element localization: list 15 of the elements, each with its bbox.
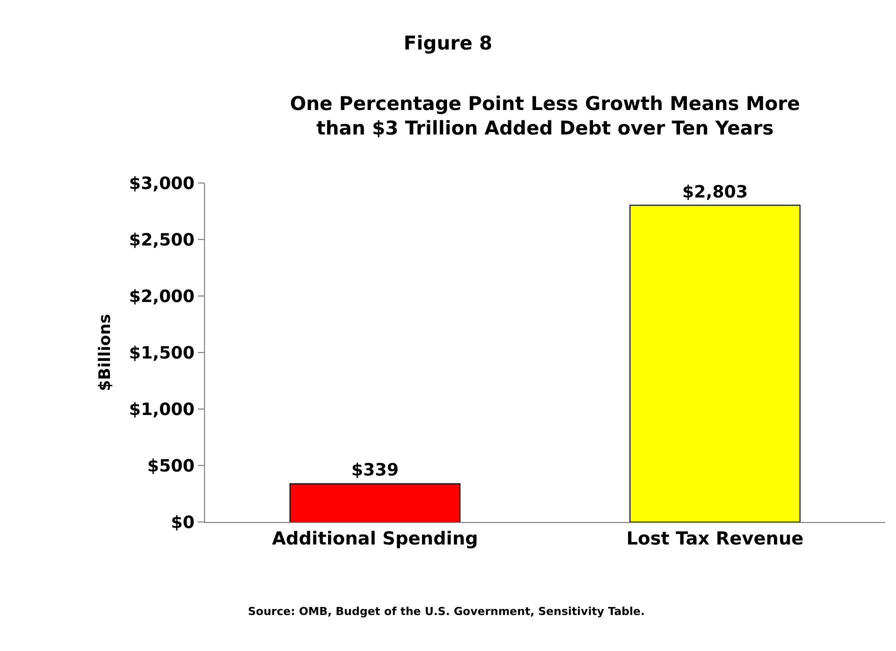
source-note: Source: OMB, Budget of the U.S. Government, Sensitivity Table. (248, 605, 645, 618)
chart-title: Figure 8 (404, 32, 492, 54)
chart-subtitle: One Percentage Point Less Growth Means More than $3 Trillion Added Debt over Ten Years (290, 93, 800, 140)
x-tick-label: Lost Tax Revenue (626, 528, 804, 550)
y-tick-label: $1,000 (128, 400, 195, 420)
y-axis-title: $Billions (94, 314, 114, 392)
y-tick-label: $2,500 (128, 230, 195, 250)
y-tick-label: $2,000 (128, 286, 195, 307)
y-tick-label: $3,000 (128, 174, 195, 194)
data-label: $2,803 (682, 182, 748, 202)
y-tick-label: $0 (170, 512, 195, 533)
y-tick-label: $1,500 (128, 343, 195, 364)
y-tick-label: $500 (147, 456, 195, 476)
data-label: $339 (351, 460, 399, 481)
x-tick-label: Additional Spending (272, 528, 478, 550)
